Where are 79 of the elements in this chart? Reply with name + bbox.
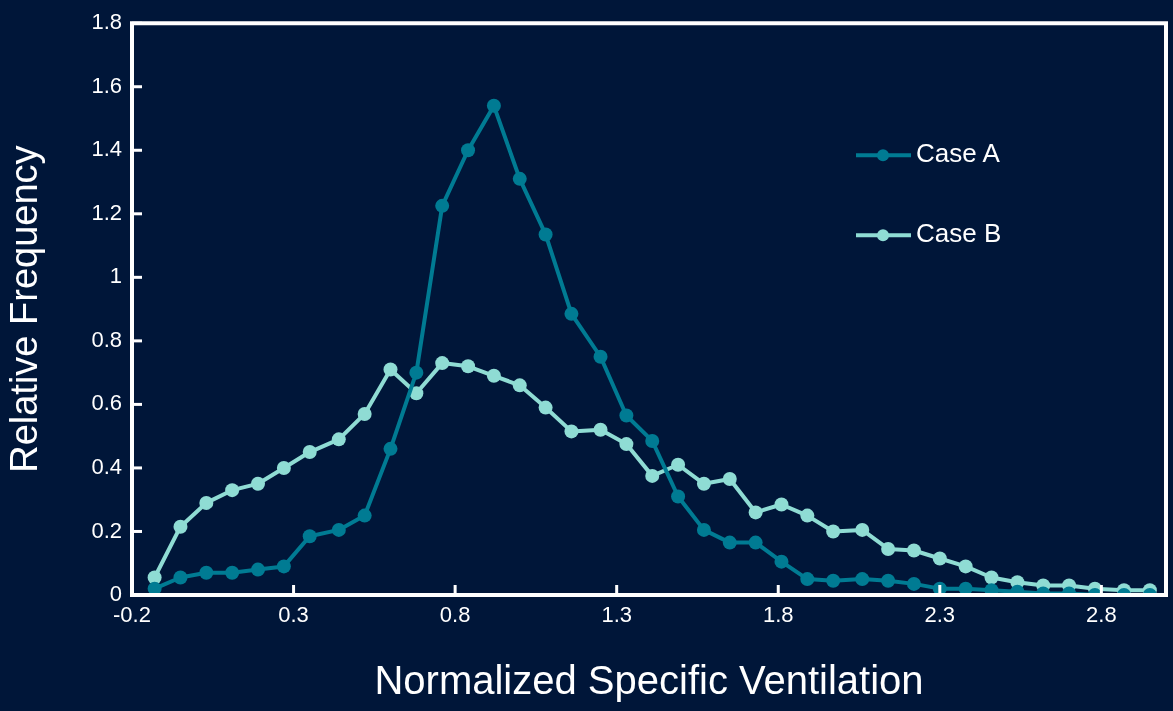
point	[461, 359, 476, 374]
point	[331, 432, 346, 447]
point	[486, 368, 501, 383]
point	[173, 519, 188, 534]
point	[276, 559, 291, 574]
point	[302, 529, 317, 544]
point	[331, 522, 346, 537]
point	[538, 227, 553, 242]
point	[251, 562, 266, 577]
legend-label: Case A	[916, 138, 1001, 169]
point	[958, 559, 973, 574]
y-tick-label: 0.6	[91, 390, 122, 416]
point	[800, 508, 815, 523]
y-axis-title: Relative Frequency	[3, 145, 46, 473]
point	[593, 422, 608, 437]
point	[932, 551, 947, 566]
x-tick-label: 1.3	[601, 602, 632, 628]
y-tick-label: 1	[109, 263, 122, 289]
point	[383, 441, 398, 456]
point	[881, 573, 896, 588]
point	[671, 489, 686, 504]
point	[696, 476, 711, 491]
point	[906, 543, 921, 558]
point	[774, 497, 789, 512]
point	[593, 349, 608, 364]
legend-label: Case B	[916, 218, 1002, 249]
point	[486, 98, 501, 113]
x-axis-title: Normalized Specific Ventilation	[374, 658, 924, 703]
point	[906, 576, 921, 591]
point	[225, 565, 240, 580]
x-tick-label: 1.8	[762, 602, 794, 628]
point	[435, 356, 450, 371]
point	[251, 476, 266, 491]
point	[984, 570, 999, 585]
point	[173, 570, 188, 585]
y-tick-label: 1.2	[91, 199, 122, 225]
y-tick-label: 0.8	[91, 326, 122, 352]
point	[855, 522, 870, 537]
point	[276, 460, 291, 475]
x-tick-label: 2.3	[924, 602, 956, 628]
point	[826, 573, 841, 588]
point	[357, 406, 372, 421]
y-tick-label: 1.6	[91, 72, 122, 98]
y-tick-label: 0.4	[91, 454, 122, 479]
point	[199, 495, 214, 510]
point	[512, 378, 527, 393]
point	[722, 472, 737, 487]
point	[774, 554, 789, 569]
point	[409, 365, 424, 380]
point	[619, 408, 634, 423]
point	[357, 508, 372, 523]
point	[748, 535, 763, 550]
y-tick-label: 0.2	[91, 517, 122, 543]
point	[696, 522, 711, 537]
point	[748, 505, 763, 520]
point	[435, 198, 450, 213]
point	[225, 483, 240, 498]
point	[538, 400, 553, 415]
point	[564, 306, 579, 321]
point	[199, 565, 214, 580]
point	[826, 524, 841, 539]
point	[722, 535, 737, 550]
y-tick-label: 1.8	[91, 9, 122, 35]
point	[619, 437, 634, 452]
point	[383, 362, 398, 377]
point	[645, 468, 660, 483]
point	[512, 171, 527, 186]
point	[855, 572, 870, 587]
point	[800, 572, 815, 587]
point	[461, 143, 476, 158]
point	[564, 424, 579, 439]
x-tick-label: 0.8	[439, 602, 471, 628]
x-tick-label: 0.3	[278, 602, 309, 628]
point	[671, 457, 686, 472]
point	[881, 541, 896, 556]
point	[302, 445, 317, 460]
point	[645, 433, 660, 448]
x-tick-label: 2.8	[1086, 602, 1117, 628]
y-tick-label: 1.4	[91, 136, 122, 162]
